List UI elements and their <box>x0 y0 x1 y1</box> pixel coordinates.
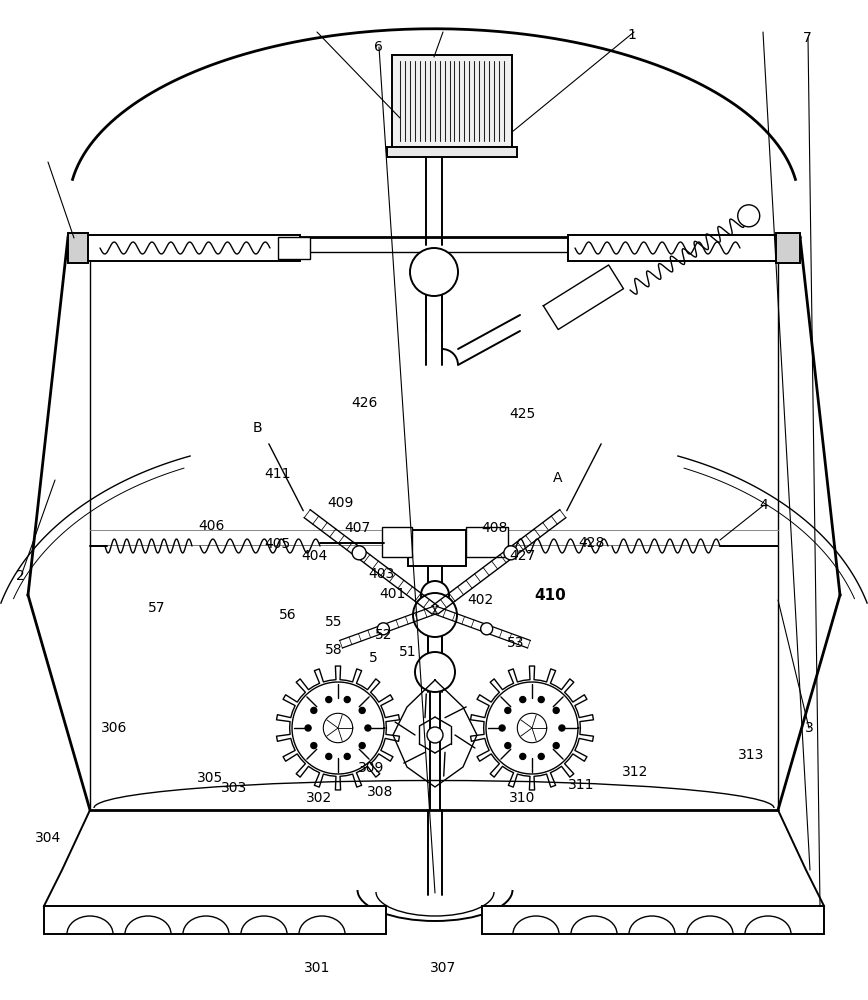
Circle shape <box>345 697 351 703</box>
Circle shape <box>481 623 493 635</box>
Text: A: A <box>553 471 562 485</box>
Text: 310: 310 <box>510 791 536 805</box>
Circle shape <box>421 581 449 609</box>
Text: 6: 6 <box>374 40 383 54</box>
Circle shape <box>352 546 366 560</box>
Text: 409: 409 <box>327 496 353 510</box>
Circle shape <box>378 623 390 635</box>
Text: 401: 401 <box>379 587 405 601</box>
Text: 427: 427 <box>510 549 536 563</box>
Text: 2: 2 <box>16 569 25 583</box>
Text: 410: 410 <box>535 587 566 602</box>
Circle shape <box>499 725 505 731</box>
Text: 406: 406 <box>199 519 225 533</box>
Text: 51: 51 <box>399 645 417 659</box>
Text: 302: 302 <box>306 791 332 805</box>
Text: 305: 305 <box>197 771 223 785</box>
Bar <box>482 906 824 934</box>
Bar <box>382 527 412 557</box>
Text: 411: 411 <box>265 467 291 481</box>
Text: 313: 313 <box>738 748 764 762</box>
Text: 7: 7 <box>803 31 812 45</box>
Text: 307: 307 <box>430 961 456 975</box>
Circle shape <box>410 248 458 296</box>
Text: 312: 312 <box>622 765 648 779</box>
Circle shape <box>427 727 443 743</box>
Bar <box>392 55 512 147</box>
Bar <box>68 235 300 261</box>
Text: 425: 425 <box>510 407 536 421</box>
Circle shape <box>505 743 510 749</box>
Text: 311: 311 <box>569 778 595 792</box>
Circle shape <box>520 753 526 759</box>
Circle shape <box>503 546 518 560</box>
Text: 426: 426 <box>352 396 378 410</box>
Circle shape <box>559 725 565 731</box>
Circle shape <box>305 725 311 731</box>
Text: 306: 306 <box>102 721 128 735</box>
Bar <box>68 233 88 263</box>
Circle shape <box>538 697 544 703</box>
Text: 53: 53 <box>507 636 524 650</box>
Text: 303: 303 <box>221 781 247 795</box>
Text: 405: 405 <box>265 537 291 551</box>
Text: 55: 55 <box>326 615 343 629</box>
Bar <box>466 527 508 557</box>
Text: 56: 56 <box>279 608 297 622</box>
Circle shape <box>413 593 457 637</box>
Text: 407: 407 <box>345 521 371 535</box>
Text: 301: 301 <box>304 961 330 975</box>
Text: 404: 404 <box>301 549 327 563</box>
Text: 428: 428 <box>579 536 605 550</box>
Bar <box>408 530 466 566</box>
Circle shape <box>359 707 365 713</box>
Text: 1: 1 <box>628 28 636 42</box>
Text: 57: 57 <box>148 601 165 615</box>
Text: 408: 408 <box>482 521 508 535</box>
Text: 309: 309 <box>358 761 385 775</box>
Text: 308: 308 <box>367 785 393 799</box>
Bar <box>776 233 800 263</box>
Text: B: B <box>253 421 263 435</box>
Circle shape <box>505 707 510 713</box>
Circle shape <box>520 697 526 703</box>
Circle shape <box>359 743 365 749</box>
Circle shape <box>553 707 559 713</box>
Bar <box>44 906 386 934</box>
Text: 402: 402 <box>468 593 494 607</box>
Circle shape <box>326 753 332 759</box>
Circle shape <box>311 707 317 713</box>
Circle shape <box>415 652 455 692</box>
Circle shape <box>345 753 351 759</box>
Circle shape <box>311 743 317 749</box>
Circle shape <box>365 725 371 731</box>
Text: 58: 58 <box>325 643 342 657</box>
Circle shape <box>738 205 760 227</box>
Text: 52: 52 <box>375 628 392 642</box>
Circle shape <box>326 697 332 703</box>
Bar <box>568 235 796 261</box>
Text: 5: 5 <box>369 651 378 665</box>
Text: 304: 304 <box>35 831 61 845</box>
Bar <box>278 237 310 259</box>
Text: 4: 4 <box>760 498 768 512</box>
Text: 3: 3 <box>805 721 813 735</box>
Text: 403: 403 <box>369 567 395 581</box>
Circle shape <box>553 743 559 749</box>
Circle shape <box>538 753 544 759</box>
Bar <box>387 147 517 157</box>
